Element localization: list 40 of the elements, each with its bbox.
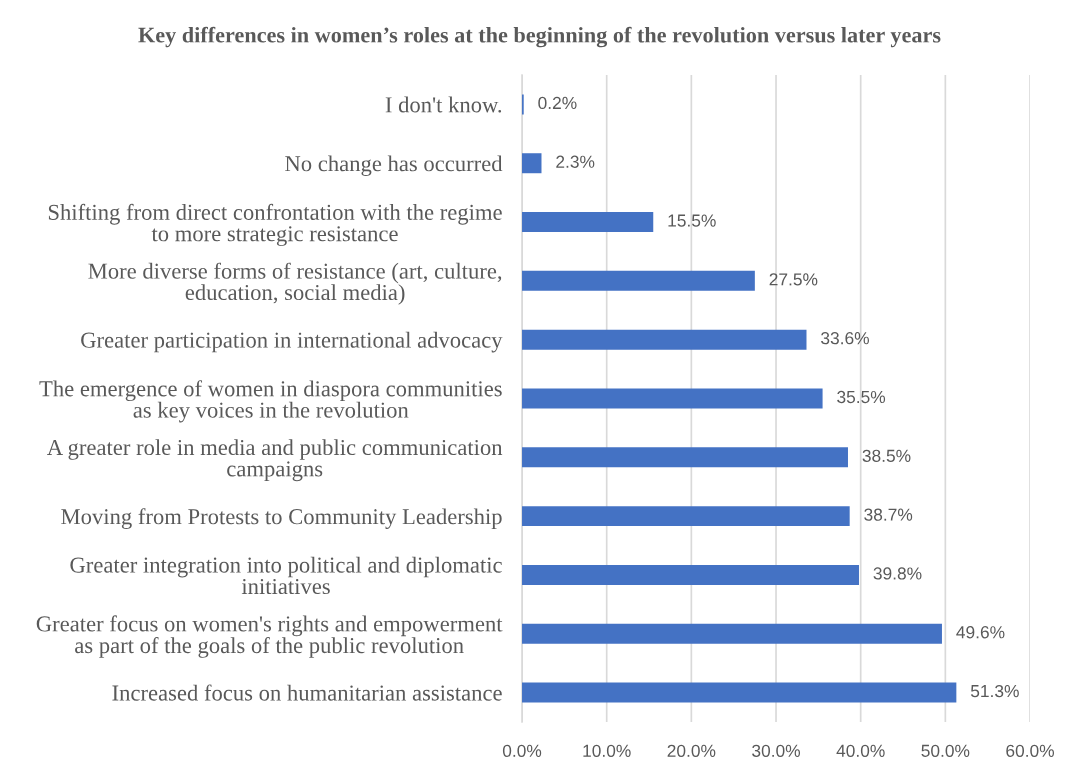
data-label: 27.5%	[769, 273, 818, 286]
chart-title: Key differences in women’s roles at the beginning of the revolution versus later years	[138, 26, 941, 48]
x-tick-label: 10.0%	[583, 744, 631, 757]
bar	[522, 388, 823, 409]
y-tick-label: A greater role in media and public communication campaigns	[47, 439, 503, 482]
data-label: 33.6%	[821, 332, 869, 345]
bar	[522, 623, 942, 644]
y-tick-label: Increased focus on humanitarian assistance	[112, 684, 502, 701]
bar	[522, 682, 957, 703]
x-tick-label: 20.0%	[667, 744, 716, 757]
x-tick-label: 50.0%	[921, 744, 970, 757]
data-label: 38.5%	[862, 449, 911, 462]
bar	[522, 270, 755, 291]
bar	[522, 212, 654, 233]
bar	[522, 506, 850, 527]
x-tick-label: 40.0%	[836, 744, 885, 757]
data-label: 51.3%	[970, 684, 1019, 698]
data-label: 39.8%	[873, 567, 922, 580]
bar	[522, 564, 859, 585]
x-tick-label: 0.0%	[502, 744, 542, 757]
data-label: 15.5%	[668, 214, 716, 227]
y-tick-label: The emergence of women in diaspora communities as key voices in the revolution	[39, 380, 502, 423]
bar	[522, 329, 807, 350]
data-label: 0.2%	[538, 96, 577, 110]
data-label: 49.6%	[956, 626, 1005, 639]
y-tick-label: I don't know.	[385, 96, 502, 113]
y-tick-label: Greater participation in international advocacy	[81, 331, 503, 353]
y-tick-label: No change has occurred	[285, 155, 503, 176]
data-label: 35.5%	[837, 390, 886, 404]
data-label: 2.3%	[556, 155, 595, 168]
y-tick-label: Greater focus on women's rights and empowerment as part of the goals of the public revolution	[36, 615, 503, 658]
x-tick-label: 30.0%	[752, 744, 801, 757]
x-tick-label: 60.0%	[1006, 744, 1055, 757]
y-tick-label: Moving from Protests to Community Leadership	[61, 508, 502, 529]
bar	[522, 153, 542, 174]
y-tick-label: Greater integration into political and diplomatic initiatives	[70, 556, 502, 595]
data-label: 38.7%	[864, 508, 913, 521]
y-tick-label: More diverse forms of resistance (art, culture, education, social media)	[88, 262, 502, 305]
y-tick-label: Shifting from direct confrontation with the regime to more strategic resistance	[48, 203, 502, 247]
bar	[522, 447, 848, 468]
